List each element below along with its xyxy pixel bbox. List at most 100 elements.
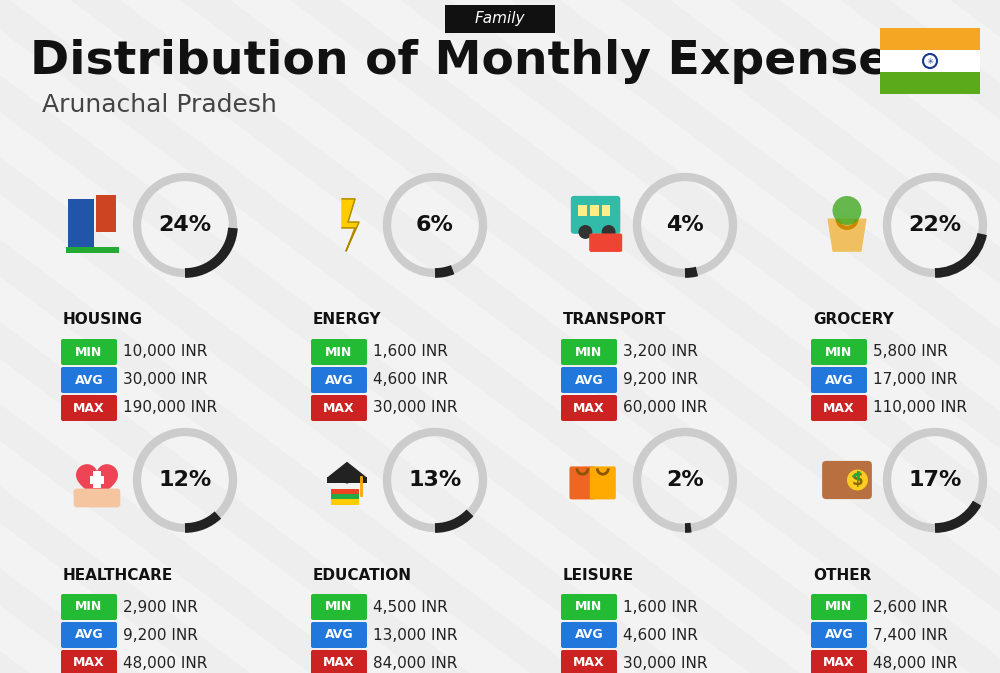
Polygon shape	[329, 462, 365, 483]
Text: AVG: AVG	[825, 629, 853, 641]
Text: MAX: MAX	[323, 656, 355, 670]
FancyBboxPatch shape	[561, 650, 617, 673]
Text: MIN: MIN	[75, 345, 103, 359]
FancyBboxPatch shape	[61, 395, 117, 421]
FancyBboxPatch shape	[811, 367, 867, 393]
Text: 4,500 INR: 4,500 INR	[373, 600, 448, 614]
Text: MIN: MIN	[825, 345, 853, 359]
FancyBboxPatch shape	[311, 395, 367, 421]
Polygon shape	[0, 0, 530, 673]
Polygon shape	[780, 0, 1000, 673]
Polygon shape	[670, 0, 1000, 673]
FancyBboxPatch shape	[311, 339, 367, 365]
FancyBboxPatch shape	[590, 205, 599, 216]
Text: 12%: 12%	[158, 470, 212, 490]
Text: 2,600 INR: 2,600 INR	[873, 600, 948, 614]
Text: 1,600 INR: 1,600 INR	[623, 600, 698, 614]
Text: 4,600 INR: 4,600 INR	[623, 627, 698, 643]
FancyBboxPatch shape	[822, 461, 872, 499]
FancyBboxPatch shape	[90, 476, 104, 484]
FancyBboxPatch shape	[61, 367, 117, 393]
FancyBboxPatch shape	[445, 5, 555, 33]
Text: 4,600 INR: 4,600 INR	[373, 372, 448, 388]
FancyBboxPatch shape	[880, 50, 980, 72]
Polygon shape	[828, 219, 866, 251]
Text: 10,000 INR: 10,000 INR	[123, 345, 207, 359]
Text: 5,800 INR: 5,800 INR	[873, 345, 948, 359]
Text: 190,000 INR: 190,000 INR	[123, 400, 217, 415]
FancyBboxPatch shape	[331, 499, 359, 505]
Text: AVG: AVG	[575, 629, 603, 641]
FancyBboxPatch shape	[811, 395, 867, 421]
FancyBboxPatch shape	[327, 477, 367, 483]
Text: MAX: MAX	[823, 656, 855, 670]
FancyBboxPatch shape	[61, 622, 117, 648]
FancyBboxPatch shape	[811, 622, 867, 648]
Text: 48,000 INR: 48,000 INR	[123, 656, 207, 670]
FancyBboxPatch shape	[561, 395, 617, 421]
Circle shape	[578, 225, 592, 239]
Text: 84,000 INR: 84,000 INR	[373, 656, 457, 670]
FancyBboxPatch shape	[811, 594, 867, 620]
Text: Distribution of Monthly Expenses: Distribution of Monthly Expenses	[30, 40, 918, 85]
Polygon shape	[450, 0, 1000, 673]
FancyBboxPatch shape	[590, 466, 616, 499]
FancyBboxPatch shape	[561, 339, 617, 365]
FancyBboxPatch shape	[571, 196, 620, 234]
Text: 2%: 2%	[666, 470, 704, 490]
Polygon shape	[10, 0, 970, 673]
Polygon shape	[0, 0, 750, 673]
FancyBboxPatch shape	[311, 650, 367, 673]
Text: ✳: ✳	[926, 57, 934, 65]
Text: 24%: 24%	[158, 215, 212, 235]
FancyBboxPatch shape	[68, 199, 94, 251]
Text: MAX: MAX	[573, 656, 605, 670]
Text: 1,600 INR: 1,600 INR	[373, 345, 448, 359]
Polygon shape	[0, 0, 420, 673]
Text: MIN: MIN	[575, 600, 603, 614]
Text: AVG: AVG	[75, 629, 103, 641]
FancyBboxPatch shape	[311, 594, 367, 620]
Polygon shape	[560, 0, 1000, 673]
Text: HEALTHCARE: HEALTHCARE	[63, 567, 173, 583]
FancyBboxPatch shape	[61, 594, 117, 620]
FancyBboxPatch shape	[61, 339, 117, 365]
Text: 2,900 INR: 2,900 INR	[123, 600, 198, 614]
Polygon shape	[0, 0, 310, 673]
Text: MIN: MIN	[575, 345, 603, 359]
Polygon shape	[0, 0, 860, 673]
Circle shape	[847, 470, 868, 491]
Text: MAX: MAX	[823, 402, 855, 415]
Polygon shape	[342, 199, 359, 251]
Text: 30,000 INR: 30,000 INR	[373, 400, 458, 415]
Text: MAX: MAX	[73, 656, 105, 670]
Text: 6%: 6%	[416, 215, 454, 235]
Text: AVG: AVG	[825, 374, 853, 386]
Text: OTHER: OTHER	[813, 567, 871, 583]
Polygon shape	[77, 465, 117, 501]
Text: 13%: 13%	[408, 470, 462, 490]
Polygon shape	[0, 0, 200, 673]
Polygon shape	[120, 0, 1000, 673]
Text: 13,000 INR: 13,000 INR	[373, 627, 458, 643]
Text: AVG: AVG	[325, 374, 353, 386]
FancyBboxPatch shape	[602, 205, 610, 216]
FancyBboxPatch shape	[331, 489, 359, 495]
Text: MAX: MAX	[573, 402, 605, 415]
Text: 22%: 22%	[908, 215, 962, 235]
Text: MIN: MIN	[325, 345, 353, 359]
Text: Family: Family	[475, 11, 525, 26]
Polygon shape	[340, 0, 1000, 673]
Text: 48,000 INR: 48,000 INR	[873, 656, 957, 670]
Text: LEISURE: LEISURE	[563, 567, 634, 583]
Text: MAX: MAX	[73, 402, 105, 415]
Text: ENERGY: ENERGY	[313, 312, 382, 328]
FancyBboxPatch shape	[311, 622, 367, 648]
FancyBboxPatch shape	[74, 489, 120, 507]
Text: GROCERY: GROCERY	[813, 312, 894, 328]
FancyBboxPatch shape	[61, 650, 117, 673]
FancyBboxPatch shape	[811, 650, 867, 673]
Text: 7,400 INR: 7,400 INR	[873, 627, 948, 643]
FancyBboxPatch shape	[561, 367, 617, 393]
Text: AVG: AVG	[325, 629, 353, 641]
